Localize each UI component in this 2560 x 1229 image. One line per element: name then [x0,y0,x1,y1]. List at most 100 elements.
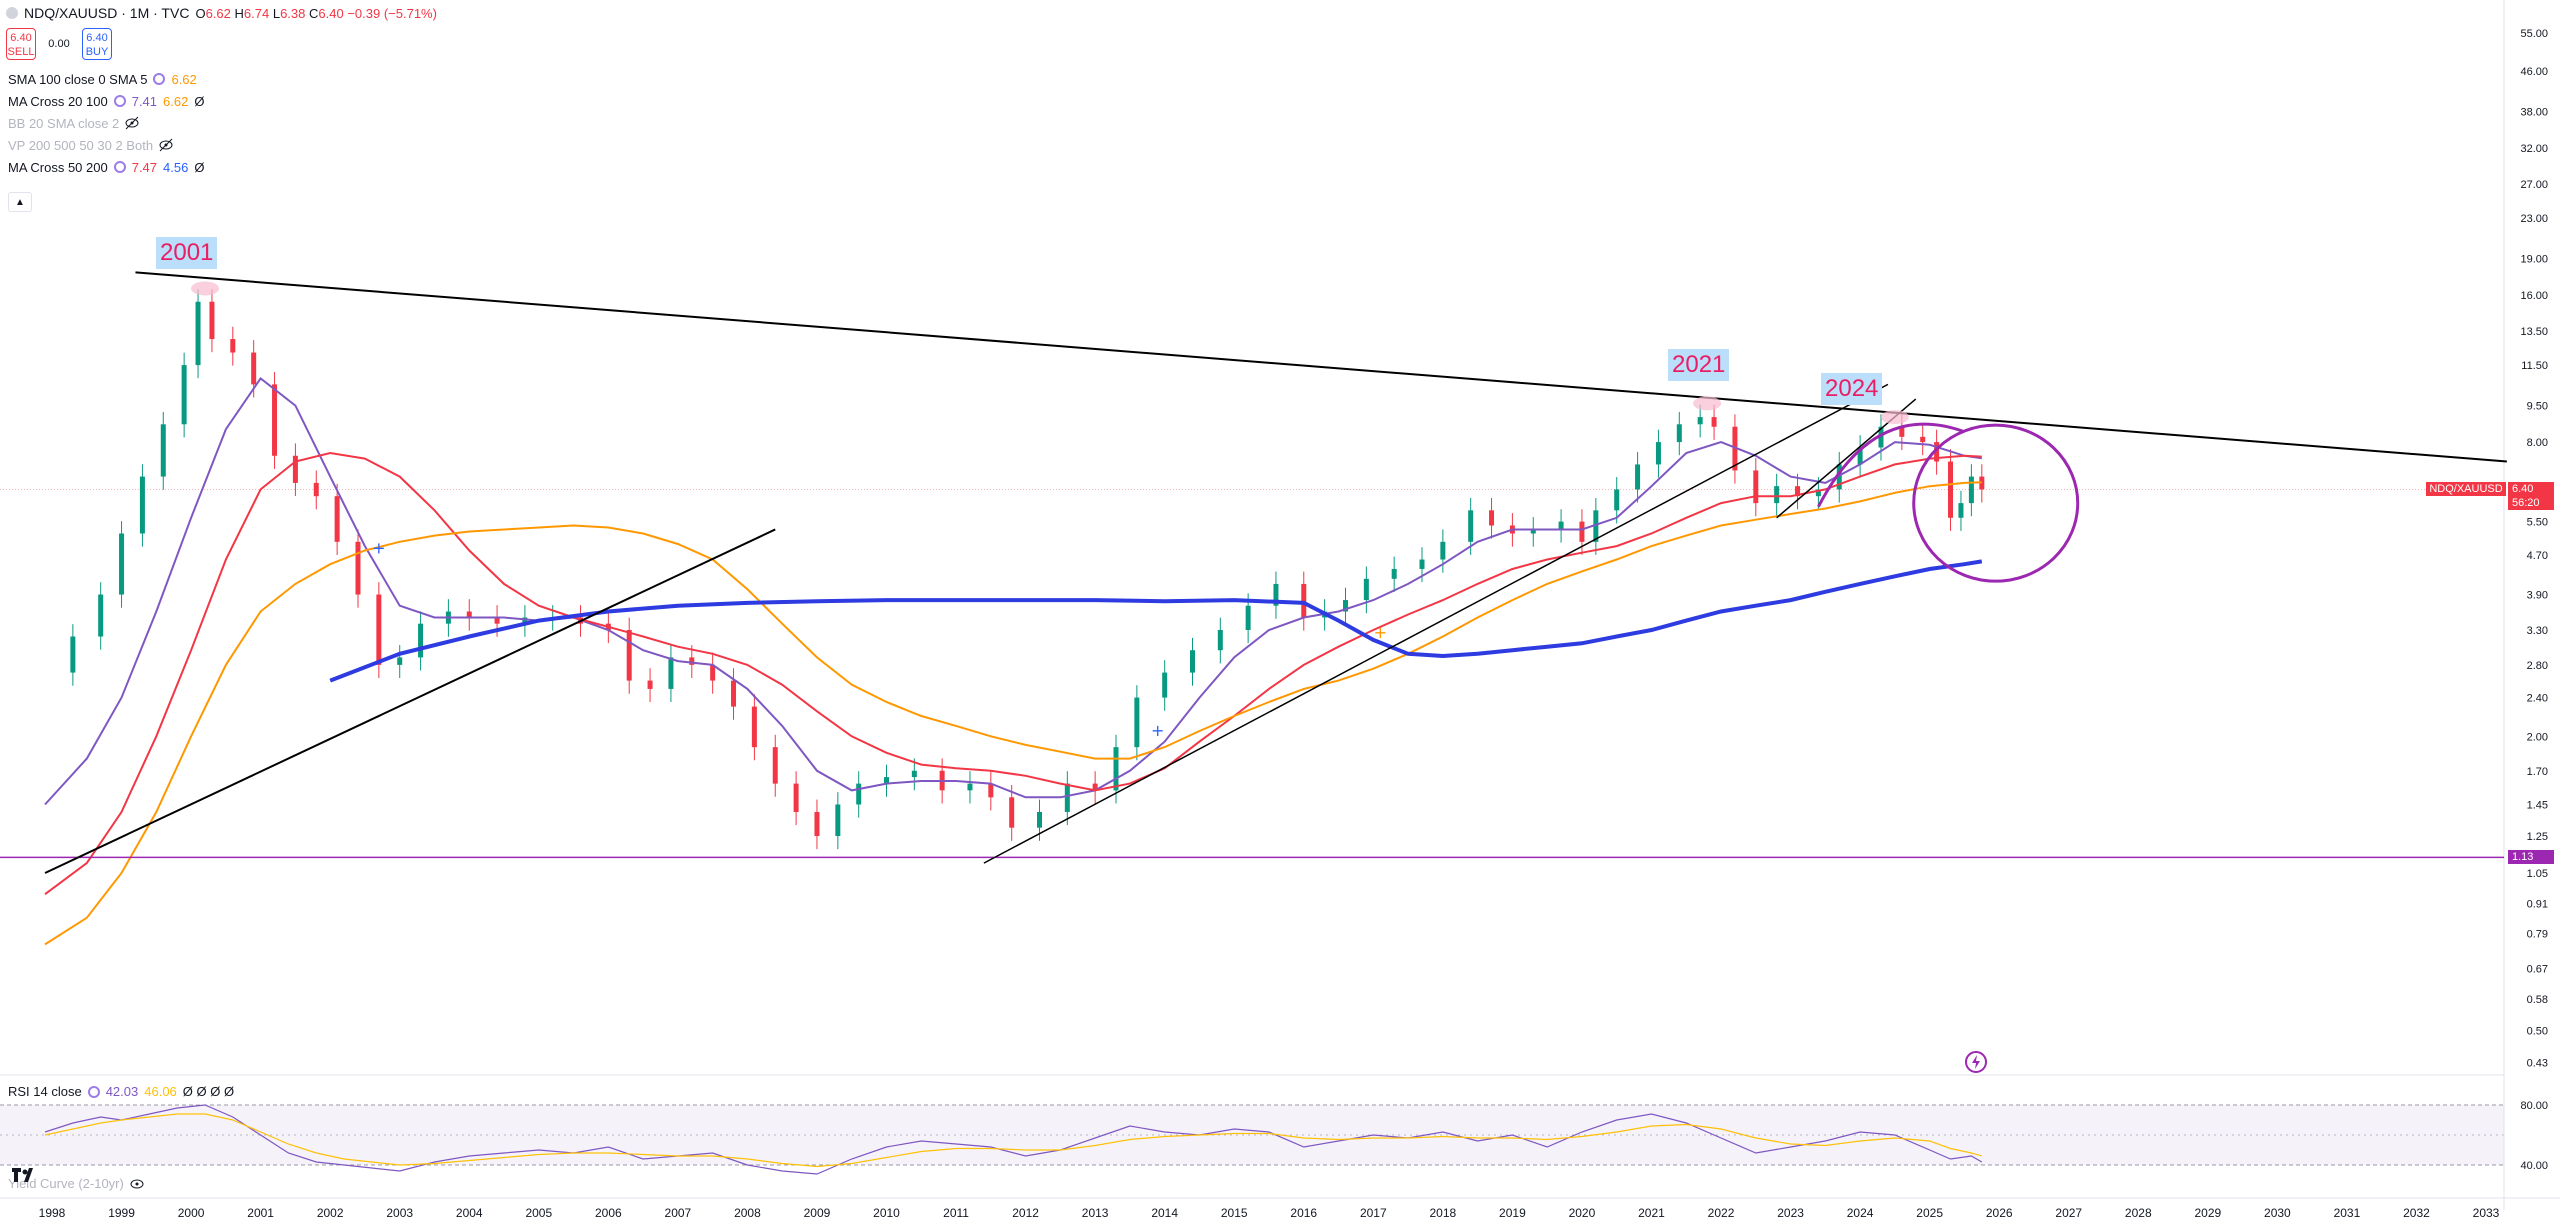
candle-body [626,629,632,681]
x-tick-label: 2026 [1986,1206,2013,1220]
annotation-2021[interactable]: 2021 [1668,349,1730,381]
candle-body [988,783,994,798]
candle-body [1558,521,1564,530]
candle-body [647,680,653,689]
rsi-value: 42.03 [105,1084,139,1099]
candle-body [181,365,187,425]
collapse-legend-button[interactable]: ▲ [8,192,32,212]
spread-value: 0.00 [48,38,70,50]
cross-marker: + [1151,721,1164,740]
y-tick-label: 1.70 [2527,766,2548,778]
x-tick-label: 2017 [1360,1206,1387,1220]
candle-body [856,783,862,805]
buy-button[interactable]: 6.40 BUY [82,28,112,60]
candle-body [1676,424,1682,443]
settings-icon[interactable] [113,161,126,173]
candle-body [1342,600,1348,612]
candle-body [751,706,757,748]
indicator-name: MA Cross 50 200 [8,159,108,175]
indicator-row[interactable]: BB 20 SMA close 2 [8,112,204,134]
settings-icon[interactable] [87,1085,100,1098]
candle-body [1134,697,1140,748]
candle-body [1774,486,1780,504]
candle-body [1958,503,1964,518]
indicator-name: SMA 100 close 0 SMA 5 [8,71,148,87]
yield-curve-label[interactable]: Yield Curve (2-10yr) [8,1176,124,1191]
candle-body [793,783,799,812]
candle-body [814,811,820,837]
annotation-2001[interactable]: 2001 [156,237,218,269]
candle-body [1489,510,1495,526]
indicator-name: BB 20 SMA close 2 [8,115,120,131]
y-tick-label: 2.00 [2527,731,2548,743]
support-trendline-2 [983,383,1889,864]
symbol-title[interactable]: NDQ/XAUUSD · 1M · TVC [24,5,190,21]
candle-body [98,594,104,637]
candle-body [835,804,841,837]
x-tick-label: 2023 [1777,1206,1804,1220]
y-tick-label: 2.40 [2527,693,2548,705]
indicator-row[interactable]: SMA 100 close 0 SMA 5 6.62 [8,68,204,90]
y-tick-label: 0.43 [2527,1057,2548,1069]
candle-body [731,680,737,707]
peak-highlight [1880,410,1909,425]
eye-hidden-icon[interactable] [125,116,139,130]
x-tick-label: 2030 [2264,1206,2291,1220]
settings-icon[interactable] [153,73,166,85]
trade-buttons: 6.40 SELL 0.00 6.40 BUY [6,28,112,60]
annotation-2024[interactable]: 2024 [1821,373,1883,405]
symbol-price-tag: NDQ/XAUUSD [2426,482,2506,496]
rsi-legend: RSI 14 close 42.03 46.06 Ø Ø Ø Ø [8,1084,234,1099]
candle-body [209,301,215,340]
indicator-row[interactable]: MA Cross 50 200 7.47 4.56 Ø [8,156,204,178]
x-tick-label: 2024 [1847,1206,1874,1220]
candle-body [911,770,917,778]
top-arc [1817,422,1965,508]
candle-body [710,664,716,681]
indicator-value: 6.62 [171,71,197,87]
candle-body [1948,461,1954,518]
symbol-header: NDQ/XAUUSD · 1M · TVC O6.62 H6.74 L6.38 … [6,5,437,21]
y-tick-label: 38.00 [2520,106,2548,118]
cross-marker: + [372,538,385,557]
candle-body [1419,559,1425,569]
x-tick-label: 2009 [804,1206,831,1220]
indicator-row[interactable]: VP 200 500 50 30 2 Both [8,134,204,156]
candle-body [195,301,201,366]
support-level-badge: 1.13 [2508,850,2554,864]
x-tick-label: 1999 [108,1206,135,1220]
x-tick-label: 2001 [247,1206,274,1220]
rsi-label[interactable]: RSI 14 close [8,1084,82,1099]
candle-body [884,777,890,784]
indicator-row[interactable]: MA Cross 20 100 7.41 6.62 Ø [8,90,204,112]
candle-body [1113,747,1119,791]
y-tick-label: 1.05 [2527,868,2548,880]
y-tick-label: 0.91 [2527,898,2548,910]
x-tick-label: 2029 [2194,1206,2221,1220]
eye-hidden-icon[interactable] [130,1177,144,1191]
indicator-value: 6.62 [163,93,189,109]
x-tick-label: 2007 [665,1206,692,1220]
x-tick-label: 2025 [1916,1206,1943,1220]
candle-body [230,339,236,353]
settings-icon[interactable] [113,95,126,107]
ma-line [329,559,1983,683]
x-tick-label: 2028 [2125,1206,2152,1220]
sell-button[interactable]: 6.40 SELL [6,28,36,60]
candle-body [1162,672,1168,698]
x-tick-label: 2014 [1151,1206,1178,1220]
symbol-logo-icon [6,7,18,19]
lightning-alert-icon[interactable] [1964,1050,1988,1077]
x-tick-label: 2015 [1221,1206,1248,1220]
candle-body [522,617,528,624]
rsi-extra: Ø Ø Ø Ø [182,1084,235,1099]
x-tick-label: 2013 [1082,1206,1109,1220]
candle-body [1391,568,1397,579]
candle-body [1530,529,1536,534]
y-tick-label: 13.50 [2520,326,2548,338]
candle-body [1190,650,1196,673]
y-tick-label: 27.00 [2520,179,2548,191]
last-price-badge: 6.40 [2508,482,2554,496]
eye-hidden-icon[interactable] [159,138,173,152]
